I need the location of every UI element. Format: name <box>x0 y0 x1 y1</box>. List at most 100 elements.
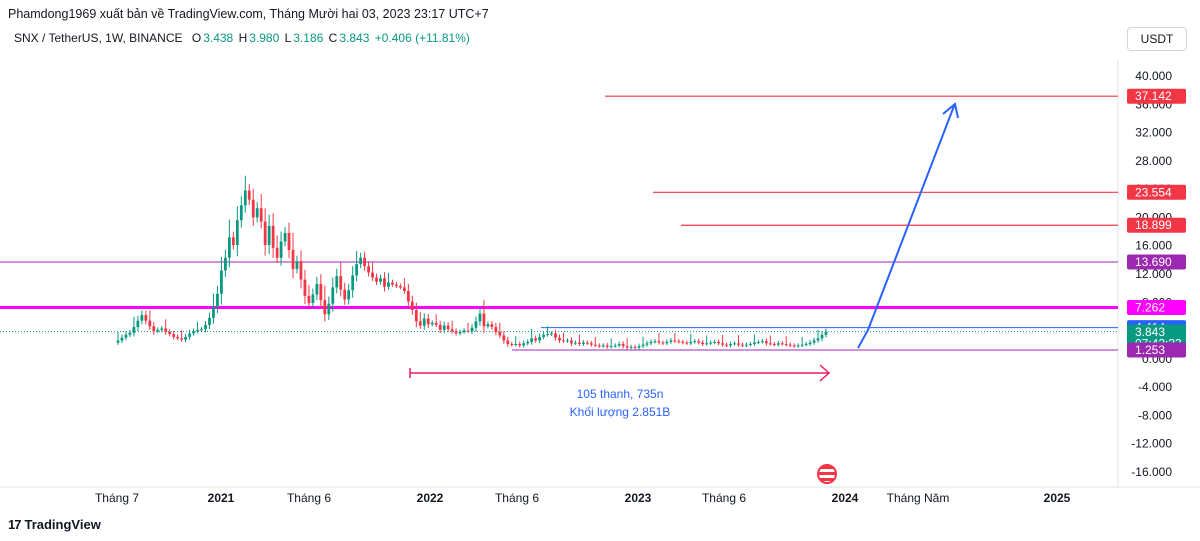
x-tick-label: 2023 <box>625 491 652 505</box>
price-label-text: 3.843 <box>1135 325 1165 339</box>
candle-body <box>426 318 430 325</box>
price-label-box <box>1127 254 1186 270</box>
candle-body <box>315 283 319 295</box>
candle-body <box>311 294 315 303</box>
candle-body <box>649 341 653 344</box>
candle-body <box>780 343 784 345</box>
x-axis: Tháng 7 2021 Tháng 6 2022 Tháng 6 2023 Tháng 6… <box>95 491 1071 505</box>
candle-body <box>534 338 538 341</box>
candle-body <box>144 315 148 321</box>
candle-body <box>677 341 681 343</box>
candle-body <box>446 325 450 330</box>
candle-body <box>725 344 728 346</box>
candle-body <box>458 331 462 334</box>
candle-body <box>796 345 800 347</box>
candle-body <box>550 333 553 335</box>
candle-body <box>486 324 490 327</box>
candle-body <box>645 343 649 345</box>
candle-body <box>574 342 577 344</box>
price-label-text: 23.554 <box>1135 185 1172 199</box>
candle-body <box>184 336 188 340</box>
candle-body <box>661 342 665 344</box>
us-flag-icon[interactable] <box>817 464 837 484</box>
candle-body <box>808 342 812 345</box>
candle-body <box>629 346 633 348</box>
candle-body <box>558 337 561 341</box>
open-value: 3.438 <box>203 31 234 45</box>
projection-arrow-line <box>857 105 955 349</box>
candle-body <box>402 287 406 291</box>
candle-body <box>196 329 199 332</box>
candle-body <box>343 289 347 300</box>
candle-body <box>399 286 402 288</box>
candle-body <box>188 333 191 337</box>
y-tick-label: 32.000 <box>1135 126 1172 140</box>
y-tick-label: 40.000 <box>1135 69 1172 83</box>
candle-body <box>538 336 542 341</box>
candle-body <box>546 334 549 336</box>
candle-body <box>414 310 418 322</box>
y-tick-label: 16.000 <box>1135 239 1172 253</box>
candle-body <box>633 346 637 348</box>
tradingview-logo[interactable]: 17 TradingView <box>8 517 101 532</box>
symbol-ohlc-bar: SNX / TetherUS, 1W, BINANCE O 3.438 H 3.98… <box>14 31 472 45</box>
candle-body <box>804 344 808 346</box>
price-label-text: 1.253 <box>1135 343 1165 357</box>
candle-body <box>625 346 629 348</box>
candle-body <box>255 208 259 218</box>
candle-body <box>430 322 434 325</box>
candle-body <box>291 249 295 270</box>
candle-body <box>212 306 215 318</box>
candle-body <box>168 331 172 335</box>
candle-body <box>466 330 470 332</box>
projection-arrow-head <box>942 102 959 119</box>
x-tick-label: Tháng 6 <box>702 491 746 505</box>
candle-body <box>124 334 128 338</box>
drawings <box>409 102 959 382</box>
y-tick-label: -12.000 <box>1131 437 1172 451</box>
candle-body <box>470 327 474 332</box>
x-tick-label: 2021 <box>208 491 235 505</box>
candle-body <box>148 320 152 327</box>
price-labels: 37.14223.55418.89913.6907.2624.4143.8430… <box>1127 88 1186 358</box>
candle-body <box>335 276 339 288</box>
price-label-box <box>1127 217 1186 233</box>
candle-body <box>665 341 669 344</box>
candle-body <box>327 303 331 315</box>
candle-body <box>208 317 211 325</box>
candle-body <box>418 321 422 326</box>
candle-body <box>359 257 363 265</box>
candle-body <box>597 345 601 347</box>
candle-body <box>518 344 522 346</box>
candle-body <box>192 331 195 334</box>
candle-body <box>283 232 287 242</box>
x-tick-label: 2025 <box>1044 491 1071 505</box>
candle-body <box>267 225 271 246</box>
candle-body <box>319 283 323 301</box>
close-value: 3.843 <box>339 31 370 45</box>
high-value: 3.980 <box>249 31 280 45</box>
candle-body <box>482 313 486 327</box>
candle-body <box>617 344 621 346</box>
candle-body <box>490 324 494 328</box>
candle-body <box>140 315 144 321</box>
candle-body <box>530 338 534 342</box>
currency-button[interactable]: USDT <box>1127 27 1187 51</box>
candle-body <box>391 282 394 285</box>
open-label: O <box>191 31 202 45</box>
candle-body <box>733 343 736 345</box>
candle-body <box>741 344 744 346</box>
candle-body <box>701 342 705 345</box>
measure-bars-text: 105 thanh, 735n <box>577 387 664 401</box>
candle-body <box>438 324 442 330</box>
grid-layer <box>0 60 1200 488</box>
x-tick-label: Tháng 6 <box>495 491 539 505</box>
candle-body <box>180 338 184 340</box>
symbol-name[interactable]: SNX / TetherUS, 1W, BINANCE <box>14 31 183 45</box>
candle-body <box>363 257 366 267</box>
candle-body <box>216 293 219 307</box>
candle-body <box>379 278 382 282</box>
candle-body <box>713 341 717 343</box>
candle-body <box>275 247 279 258</box>
